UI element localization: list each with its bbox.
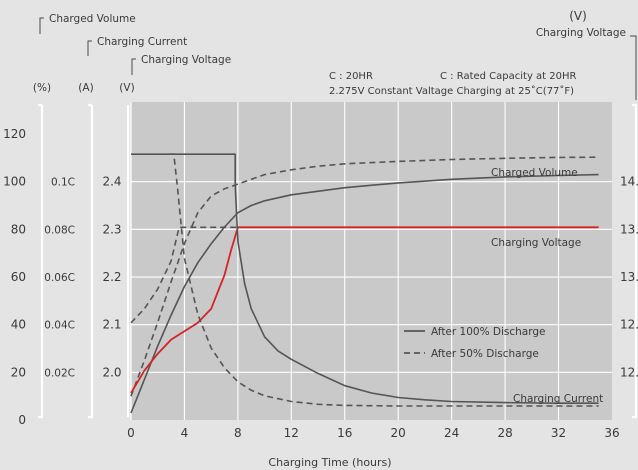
volume-tick-label: 100 bbox=[3, 175, 26, 189]
volume-tick-label: 80 bbox=[11, 222, 26, 236]
condition-charging: 2.275V Constant Valtage Charging at 25˚C… bbox=[329, 85, 574, 97]
voltage-tick-label: 2.3 bbox=[102, 222, 121, 236]
legend-entry-100: After 100% Discharge bbox=[431, 326, 546, 338]
current-tick-label: 0.06C bbox=[44, 272, 75, 284]
volume-axis-bracket bbox=[38, 103, 44, 419]
volume-unit: (%) bbox=[33, 82, 51, 94]
right-voltage-bracket bbox=[632, 103, 638, 419]
volume-tick-label: 60 bbox=[11, 270, 26, 284]
x-tick-label: 4 bbox=[181, 426, 189, 440]
voltage-axis-title-label: Charging Voltage bbox=[141, 54, 231, 66]
right-voltage-unit: (V) bbox=[569, 9, 587, 23]
series-line-volume_100 bbox=[130, 173, 599, 414]
volume-axis-title-bracket bbox=[39, 17, 44, 34]
right-voltage-tick-label: 13. bbox=[620, 270, 638, 284]
x-axis-title: Charging Time (hours) bbox=[268, 456, 391, 469]
x-tick-label: 12 bbox=[284, 426, 299, 440]
current-axis-title-label: Charging Current bbox=[97, 36, 187, 48]
voltage-tick-label: 2.2 bbox=[102, 270, 121, 284]
curve-label-voltage: Charging Voltage bbox=[491, 237, 581, 249]
current-tick-label: 0.1C bbox=[51, 177, 75, 189]
condition-capacity: C : Rated Capacity at 20HR bbox=[440, 71, 577, 82]
volume-tick-label: 0 bbox=[18, 413, 26, 427]
volume-axis-title-label: Charged Volume bbox=[49, 13, 136, 25]
chart-series bbox=[130, 153, 599, 414]
chart-axes: 0 4 8 12 16 20 24 28 32 36 Charging Time (hours) 0 2… bbox=[3, 9, 638, 469]
right-title-bracket bbox=[630, 35, 637, 100]
right-voltage-tick-label: 14. bbox=[620, 175, 638, 189]
series-line-voltage_100 bbox=[130, 226, 599, 394]
voltage-tick-label: 2.4 bbox=[102, 175, 121, 189]
condition-hours: C : 20HR bbox=[329, 71, 373, 82]
series-line-volume_50 bbox=[130, 156, 599, 397]
chart-grid bbox=[130, 102, 612, 420]
current-axis-title-bracket bbox=[87, 40, 92, 56]
x-tick-label: 36 bbox=[604, 426, 619, 440]
series-line-current_100 bbox=[131, 153, 599, 404]
current-tick-label: 0.04C bbox=[44, 320, 75, 332]
volume-tick-label: 20 bbox=[11, 365, 26, 379]
x-tick-label: 32 bbox=[551, 426, 566, 440]
x-tick-label: 16 bbox=[337, 426, 352, 440]
curve-label-volume: Charged Volume bbox=[491, 167, 578, 179]
x-tick-label: 28 bbox=[497, 426, 512, 440]
x-tick-label: 20 bbox=[391, 426, 406, 440]
right-voltage-tick-label: 12. bbox=[620, 365, 638, 379]
series-line-voltage_50 bbox=[130, 226, 238, 324]
voltage-unit: (V) bbox=[119, 82, 134, 94]
curve-label-current: Charging Current bbox=[513, 393, 603, 405]
chart-labels: Charged Volume Charging Voltage Charging C… bbox=[404, 167, 603, 405]
volume-tick-label: 120 bbox=[3, 127, 26, 141]
voltage-axis-title-bracket bbox=[131, 58, 136, 75]
series-line-current_50 bbox=[168, 153, 599, 407]
x-tick-label: 0 bbox=[127, 426, 135, 440]
x-tick-label: 8 bbox=[234, 426, 242, 440]
right-voltage-tick-label: 13. bbox=[620, 222, 638, 236]
current-unit: (A) bbox=[78, 82, 93, 94]
current-tick-label: 0.08C bbox=[44, 224, 75, 236]
current-axis-bracket bbox=[88, 103, 94, 419]
right-voltage-title: Charging Voltage bbox=[536, 27, 626, 39]
voltage-tick-label: 2.1 bbox=[102, 318, 121, 332]
right-voltage-tick-label: 12. bbox=[620, 318, 638, 332]
volume-tick-label: 40 bbox=[11, 318, 26, 332]
current-tick-label: 0.02C bbox=[44, 367, 75, 379]
x-tick-label: 24 bbox=[444, 426, 459, 440]
voltage-tick-label: 2.0 bbox=[102, 365, 121, 379]
legend-entry-50: After 50% Discharge bbox=[431, 348, 539, 360]
